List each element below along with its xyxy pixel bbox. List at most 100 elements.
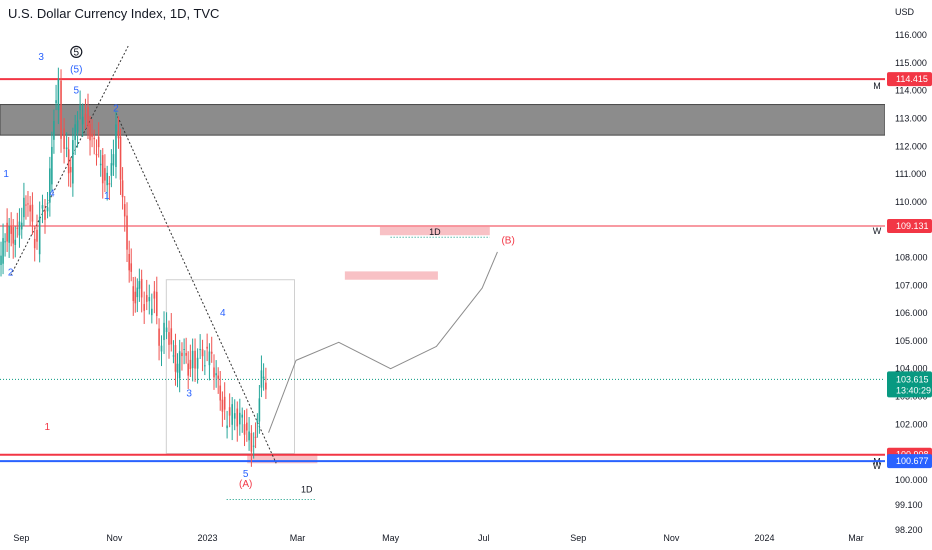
candle-body bbox=[223, 396, 226, 410]
zone-pink-2 bbox=[344, 271, 438, 280]
candle-body bbox=[248, 431, 250, 441]
candle-body bbox=[221, 399, 224, 412]
candle-body bbox=[27, 203, 29, 205]
candle-body bbox=[138, 281, 141, 289]
candle-body bbox=[181, 352, 183, 357]
candle-body bbox=[250, 433, 253, 452]
wave-circle bbox=[70, 45, 83, 58]
candle-body bbox=[178, 351, 181, 379]
candle-body bbox=[265, 382, 267, 390]
candle-body bbox=[89, 124, 91, 141]
candle-body bbox=[243, 424, 246, 435]
wave-label: (5) bbox=[70, 65, 82, 76]
time-tick: May bbox=[382, 533, 400, 543]
candle-body bbox=[153, 291, 156, 299]
candle-body bbox=[134, 291, 137, 304]
candle-body bbox=[2, 238, 4, 264]
level-tag: M bbox=[873, 81, 881, 91]
candle-body bbox=[74, 124, 76, 141]
wave-label: 5 bbox=[74, 85, 80, 96]
price-tick: 113.000 bbox=[895, 113, 927, 123]
candle-body bbox=[93, 137, 96, 140]
price-tick: 106.000 bbox=[895, 308, 928, 318]
wave-label: 3 bbox=[38, 52, 44, 63]
candle-body bbox=[130, 263, 133, 272]
candle-body bbox=[65, 147, 68, 150]
candle-body bbox=[215, 373, 217, 376]
candle-body bbox=[196, 357, 199, 369]
candle-body bbox=[0, 255, 2, 265]
candle-body bbox=[76, 120, 79, 133]
zones-layer: 1D 1D bbox=[0, 104, 886, 500]
level-tag: W bbox=[873, 461, 882, 471]
candle-body bbox=[163, 322, 165, 341]
candle-body bbox=[201, 349, 204, 357]
candle-body bbox=[228, 407, 231, 416]
candle-body bbox=[79, 105, 81, 111]
price-axis: USD98.20099.100100.000101.000102.000103.… bbox=[885, 0, 932, 550]
candle-body bbox=[170, 328, 173, 345]
price-tick: 114.000 bbox=[895, 86, 927, 96]
wave-label: (A) bbox=[239, 479, 252, 490]
candle-body bbox=[187, 363, 189, 376]
measure-box bbox=[165, 279, 295, 455]
candle-body bbox=[117, 130, 120, 139]
time-tick: Nov bbox=[663, 533, 680, 543]
wave-label: 2 bbox=[113, 103, 119, 114]
trendline-down bbox=[115, 112, 277, 464]
candle-body bbox=[46, 207, 49, 212]
candle-body bbox=[95, 153, 98, 156]
candle-body bbox=[99, 163, 102, 166]
wave-label: 2 bbox=[8, 268, 14, 279]
candle-body bbox=[231, 404, 233, 425]
candle-body bbox=[126, 215, 128, 250]
candle-body bbox=[101, 155, 104, 184]
price-level-badge bbox=[887, 219, 932, 234]
wave-label: (B) bbox=[501, 236, 514, 247]
price-tick: 98.200 bbox=[895, 525, 923, 535]
candle-body bbox=[53, 120, 55, 140]
candle-body bbox=[219, 385, 222, 401]
candle-body bbox=[132, 286, 135, 301]
candle-body bbox=[151, 308, 153, 316]
time-tick: Sep bbox=[13, 533, 29, 543]
candle-body bbox=[217, 375, 219, 379]
candle-body bbox=[14, 239, 17, 245]
candle-body bbox=[206, 346, 208, 349]
candle-body bbox=[254, 436, 257, 438]
candle-body bbox=[123, 204, 126, 217]
time-tick: Mar bbox=[848, 533, 864, 543]
candle-body bbox=[172, 355, 175, 357]
price-tick: 108.000 bbox=[895, 252, 928, 262]
candle-body bbox=[145, 295, 148, 302]
time-tick: Jul bbox=[478, 533, 490, 543]
price-tick: 116.000 bbox=[895, 30, 927, 40]
wave-label: 1 bbox=[3, 169, 9, 180]
candle-body bbox=[60, 80, 62, 139]
price-level-badge bbox=[887, 454, 932, 469]
candle-body bbox=[57, 79, 60, 111]
price-level-badge-text: 100.677 bbox=[896, 456, 929, 466]
wave-label: 5 bbox=[243, 469, 249, 480]
candle-body bbox=[210, 351, 213, 354]
candle-body bbox=[213, 367, 215, 378]
candle-body bbox=[44, 210, 46, 220]
level-tag: W bbox=[873, 226, 882, 236]
time-tick: 2024 bbox=[754, 533, 774, 543]
wave-label: 4 bbox=[49, 188, 55, 199]
candle-body bbox=[143, 304, 145, 311]
time-tick: Sep bbox=[570, 533, 586, 543]
candle-body bbox=[136, 287, 139, 298]
candle-body bbox=[112, 154, 115, 166]
candle-body bbox=[119, 136, 122, 180]
projection-path bbox=[268, 251, 498, 433]
candle-body bbox=[165, 327, 168, 333]
candle-body bbox=[128, 253, 130, 271]
candle-body bbox=[72, 140, 74, 184]
candle-body bbox=[8, 226, 10, 243]
candle-body bbox=[233, 413, 236, 419]
price-tick: 100.000 bbox=[895, 475, 928, 485]
candle-body bbox=[108, 183, 111, 185]
zone-gray-0 bbox=[0, 104, 886, 136]
